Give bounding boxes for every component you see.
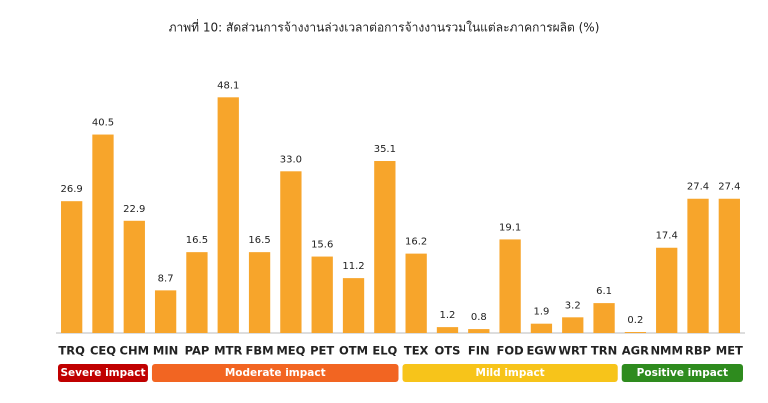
x-tick-label: PET (310, 344, 334, 358)
value-label: 0.8 (471, 312, 487, 323)
bar (624, 332, 647, 333)
group-band (58, 364, 148, 382)
value-label: 27.4 (687, 182, 709, 193)
bar (405, 253, 427, 333)
bar (280, 171, 302, 333)
x-tick-label: OTS (435, 344, 461, 358)
x-tick-label: AGR (622, 344, 649, 358)
value-label: 8.7 (158, 273, 174, 284)
group-label: Moderate impact (225, 367, 326, 379)
bar (92, 134, 114, 333)
x-tick-label: TRQ (58, 344, 85, 358)
x-tick-label: MEQ (276, 344, 305, 358)
value-label: 48.1 (217, 80, 239, 91)
x-tick-label: NMM (650, 344, 683, 358)
x-tick-label: PAP (185, 344, 210, 358)
group-band (402, 364, 618, 382)
bar (342, 278, 365, 333)
x-tick-label: WRT (558, 344, 587, 358)
value-label: 22.9 (123, 204, 145, 215)
group-band (151, 364, 399, 382)
bar (248, 252, 271, 333)
bar (436, 327, 459, 333)
x-tick-label: ELQ (372, 344, 397, 358)
x-tick-label: RBP (685, 344, 711, 358)
value-label: 26.9 (61, 184, 83, 195)
x-tick-label: EGW (526, 344, 556, 358)
group-label: Mild impact (476, 367, 545, 379)
bar (468, 329, 490, 333)
x-tick-label: OTM (339, 344, 368, 358)
value-label: 35.1 (374, 144, 396, 155)
value-label: 16.5 (248, 235, 270, 246)
group-label: Positive impact (637, 367, 728, 379)
x-tick-label: MIN (153, 344, 178, 358)
bar (499, 239, 521, 333)
bar (123, 220, 145, 333)
x-tick-label: FIN (468, 344, 490, 358)
value-label: 0.2 (627, 315, 643, 326)
x-tick-label: FBM (246, 344, 274, 358)
value-label: 27.4 (718, 182, 740, 193)
x-tick-label: FOD (497, 344, 524, 358)
value-label: 6.1 (596, 286, 612, 297)
value-label: 40.5 (92, 118, 114, 129)
x-tick-label: TEX (404, 344, 429, 358)
bar (61, 201, 83, 333)
x-tick-label: MET (716, 344, 743, 358)
bar (562, 317, 584, 333)
bar (530, 323, 553, 333)
value-label: 15.6 (311, 240, 333, 251)
bar (718, 198, 740, 333)
bar (154, 290, 177, 333)
bar (593, 303, 615, 333)
bar (687, 198, 709, 333)
x-tick-label: CHM (120, 344, 150, 358)
value-label: 33.0 (280, 154, 302, 165)
value-label: 17.4 (656, 231, 678, 242)
bar (311, 256, 333, 333)
bar (374, 161, 396, 333)
value-label: 11.2 (342, 261, 364, 272)
value-label: 19.1 (499, 222, 521, 233)
x-tick-label: CEQ (90, 344, 116, 358)
bar (656, 247, 678, 333)
bar (186, 252, 208, 333)
value-label: 16.5 (186, 235, 208, 246)
chart-title: ภาพที่ 10: สัดส่วนการจ้างงานล่วงเวลาต่อก… (169, 19, 600, 35)
value-label: 16.2 (405, 237, 427, 248)
group-label: Severe impact (60, 367, 145, 379)
x-tick-label: MTR (214, 344, 242, 358)
group-band (621, 364, 743, 382)
x-tick-label: TRN (591, 344, 617, 358)
value-label: 1.2 (440, 310, 456, 321)
value-label: 1.9 (533, 307, 549, 318)
bar (217, 97, 239, 333)
value-label: 3.2 (565, 300, 581, 311)
